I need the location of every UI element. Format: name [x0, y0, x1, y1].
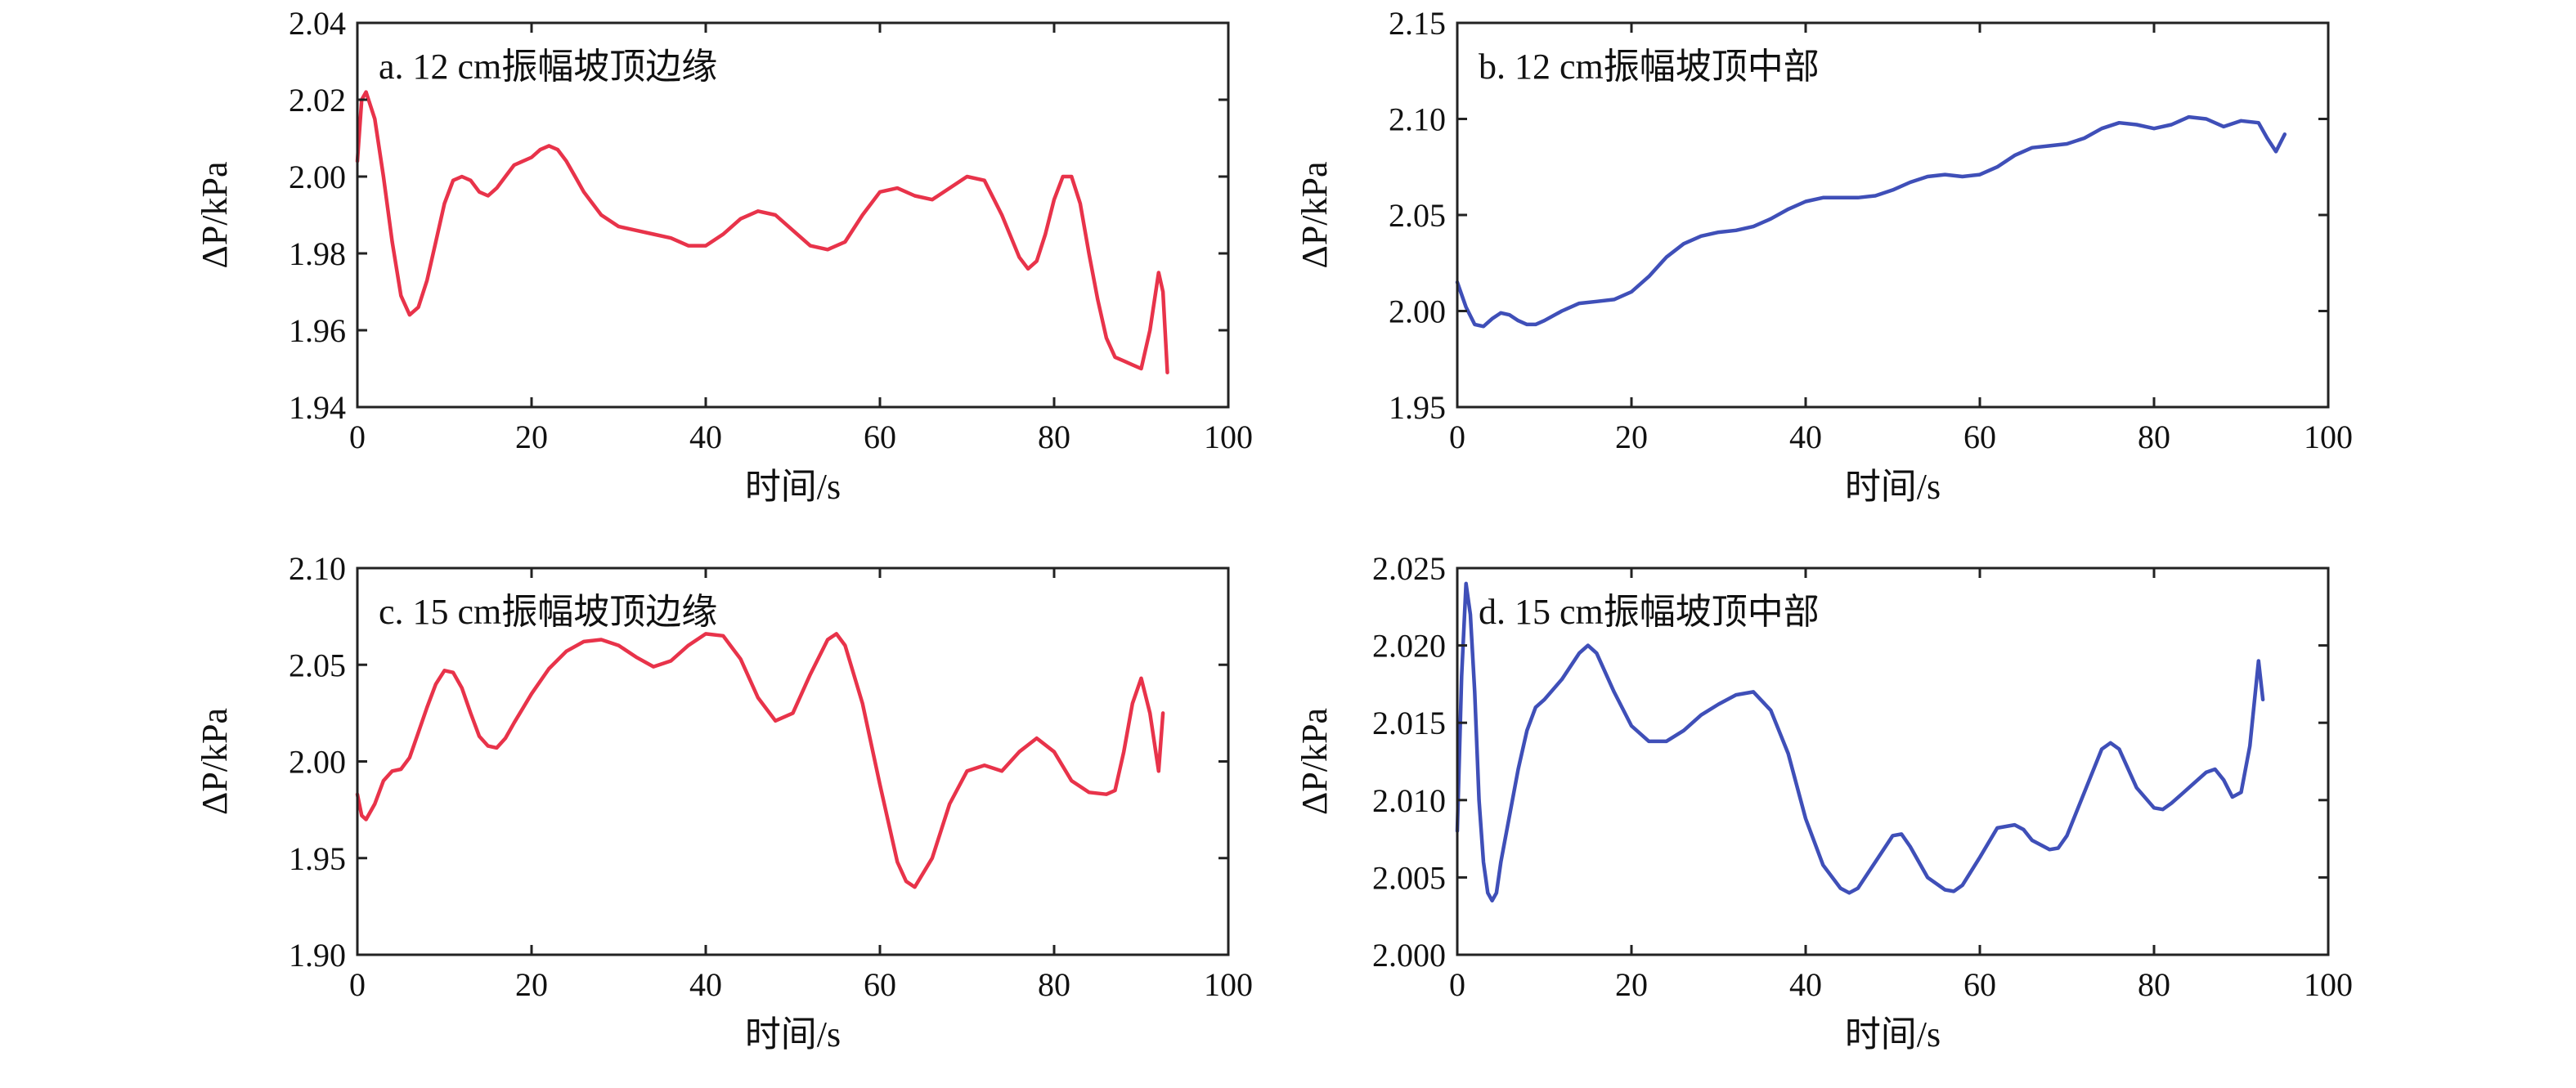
plot-frame-d: [1456, 566, 2330, 956]
y-tick-label-a-1: 1.96: [289, 312, 346, 349]
x-tick-label-b-1: 20: [1615, 419, 1648, 455]
x-tick-label-a-5: 100: [1204, 419, 1253, 455]
x-tick-label-b-0: 0: [1449, 419, 1465, 455]
x-tick-label-a-3: 60: [864, 419, 896, 455]
y-tick-label-d-4: 2.020: [1372, 628, 1446, 665]
series-line-c: [355, 632, 1165, 889]
x-tick-label-c-2: 40: [689, 966, 722, 1003]
y-tick-label-a-4: 2.02: [289, 82, 346, 119]
x-tick-label-d-1: 20: [1615, 966, 1648, 1003]
x-tick-label-b-3: 60: [1963, 419, 1996, 455]
y-axis-label-d: ΔP/kPa: [1295, 708, 1335, 815]
x-tick-label-c-0: 0: [349, 966, 366, 1003]
plot-frame-a: [356, 21, 1230, 409]
panel-b: 0 20 40 60 80 100 1.95 2.00 2.05 2.10 2.15 b. 12 cm…: [1295, 5, 2353, 507]
y-tick-label-a-0: 1.94: [289, 389, 346, 426]
x-tick-label-d-2: 40: [1789, 966, 1822, 1003]
y-tick-label-a-3: 2.00: [289, 159, 346, 195]
x-tick-label-d-3: 60: [1963, 966, 1996, 1003]
x-tick-label-d-4: 80: [2138, 966, 2170, 1003]
series-line-a: [355, 90, 1169, 374]
panel-title-d: d. 15 cm振幅坡顶中部: [1479, 592, 1820, 632]
y-tick-label-d-3: 2.015: [1372, 705, 1446, 741]
panel-title-a: a. 12 cm振幅坡顶边缘: [379, 47, 717, 87]
y-tick-label-c-3: 2.05: [289, 647, 346, 683]
y-tick-label-c-1: 1.95: [289, 840, 346, 877]
x-axis-label-a: 时间/s: [745, 467, 841, 507]
y-tick-label-a-5: 2.04: [289, 5, 346, 42]
panel-d: 0 20 40 60 80 100 2.000 2.005 2.010 2.015 2.020 2.0…: [1295, 550, 2353, 1054]
x-tick-label-a-1: 20: [515, 419, 548, 455]
y-tick-label-d-1: 2.005: [1372, 859, 1446, 896]
x-tick-label-d-5: 100: [2304, 966, 2353, 1003]
panel-title-b: b. 12 cm振幅坡顶中部: [1479, 47, 1820, 87]
panel-c: 0 20 40 60 80 100 1.90 1.95 2.00 2.05 2.10 c. 15 cm…: [195, 550, 1253, 1054]
x-axis-label-b: 时间/s: [1845, 467, 1941, 507]
y-tick-label-b-2: 2.05: [1389, 197, 1446, 234]
y-tick-label-c-0: 1.90: [289, 937, 346, 974]
x-tick-label-a-0: 0: [349, 419, 366, 455]
y-tick-label-b-3: 2.10: [1389, 101, 1446, 138]
y-tick-label-d-5: 2.025: [1372, 550, 1446, 587]
y-tick-label-d-0: 2.000: [1372, 937, 1446, 974]
x-tick-label-a-4: 80: [1038, 419, 1070, 455]
x-tick-label-b-5: 100: [2304, 419, 2353, 455]
panel-title-c: c. 15 cm振幅坡顶边缘: [379, 592, 717, 632]
y-axis-label-b: ΔP/kPa: [1295, 162, 1335, 269]
x-tick-label-b-2: 40: [1789, 419, 1822, 455]
x-axis-label-c: 时间/s: [745, 1014, 841, 1054]
y-tick-label-c-4: 2.10: [289, 550, 346, 587]
x-tick-label-c-3: 60: [864, 966, 896, 1003]
y-tick-label-b-0: 1.95: [1389, 389, 1446, 426]
x-tick-label-a-2: 40: [689, 419, 722, 455]
series-line-d: [1455, 581, 2265, 903]
x-tick-label-c-1: 20: [515, 966, 548, 1003]
x-tick-label-c-4: 80: [1038, 966, 1070, 1003]
y-axis-label-c: ΔP/kPa: [195, 708, 235, 815]
x-tick-label-b-4: 80: [2138, 419, 2170, 455]
y-axis-label-a: ΔP/kPa: [195, 162, 235, 269]
y-tick-label-d-2: 2.010: [1372, 782, 1446, 819]
panel-a: 0 20 40 60 80 100 1.94 1.96 1.98 2.00 2.02 2.04 a. 1…: [195, 5, 1253, 507]
x-axis-label-d: 时间/s: [1845, 1014, 1941, 1054]
y-tick-label-b-1: 2.00: [1389, 293, 1446, 330]
y-tick-label-b-4: 2.15: [1389, 5, 1446, 42]
y-tick-label-a-2: 1.98: [289, 235, 346, 272]
series-line-b: [1455, 114, 2287, 329]
x-tick-label-c-5: 100: [1204, 966, 1253, 1003]
x-tick-label-d-0: 0: [1449, 966, 1465, 1003]
y-tick-label-c-2: 2.00: [289, 744, 346, 781]
